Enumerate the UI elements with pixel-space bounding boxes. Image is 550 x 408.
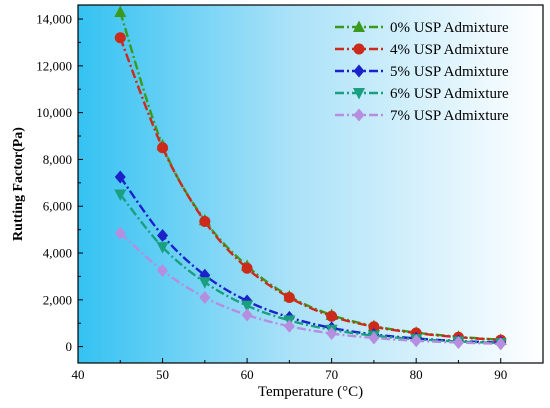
legend-marker — [353, 108, 365, 122]
data-point — [283, 319, 295, 333]
data-point — [368, 331, 380, 345]
data-point — [198, 277, 211, 289]
legend-marker — [353, 20, 365, 32]
legend-item: 7% USP Admixture — [335, 108, 509, 124]
x-tick-label: 40 — [72, 367, 85, 382]
x-tick-label: 90 — [494, 367, 507, 382]
data-point — [156, 242, 169, 254]
data-point — [114, 226, 126, 240]
data-point — [114, 189, 127, 202]
legend-item: 6% USP Admixture — [335, 86, 509, 102]
y-tick-label: 6,000 — [43, 199, 72, 214]
y-tick-label: 12,000 — [36, 58, 72, 73]
data-point — [114, 170, 126, 184]
legend-label: 0% USP Admixture — [390, 20, 509, 36]
data-point — [157, 264, 169, 278]
legend-marker — [353, 88, 365, 100]
data-point — [410, 334, 422, 348]
legend-label: 6% USP Admixture — [390, 86, 509, 102]
x-tick-label: 80 — [410, 367, 423, 382]
y-axis-label: Rutting Factor(Pa) — [11, 127, 26, 241]
data-point — [283, 291, 295, 303]
legend-marker — [353, 64, 365, 78]
data-point — [326, 327, 338, 341]
data-point — [157, 142, 169, 154]
legend-item: 0% USP Admixture — [335, 20, 509, 36]
legend-item: 4% USP Admixture — [335, 42, 509, 58]
plot-frame — [77, 4, 544, 364]
axes: 40 50 60 70 80 90 0 2,000 4,000 6,000 8,000 10,000 1… — [36, 4, 544, 382]
data-point — [452, 336, 464, 350]
legend-item: 5% USP Admixture — [335, 64, 509, 80]
x-axis-label: Temperature (°C) — [258, 384, 363, 400]
data-point — [241, 308, 253, 322]
y-tick-label: 4,000 — [43, 246, 72, 261]
series-group — [114, 5, 507, 351]
data-point — [199, 215, 211, 227]
data-point — [326, 310, 338, 322]
y-tick-label: 2,000 — [43, 292, 72, 307]
plot-background — [78, 5, 543, 363]
x-tick-label: 60 — [241, 367, 254, 382]
data-point — [368, 321, 380, 333]
data-point — [495, 337, 507, 351]
series-5 — [114, 226, 507, 351]
data-point — [241, 300, 254, 313]
series-line — [119, 232, 501, 346]
data-point — [114, 32, 126, 44]
x-tick-label: 70 — [325, 367, 338, 382]
legend: 0% USP Admixture 4% USP Admixture 5% USP A… — [335, 20, 509, 124]
y-tick-label: 8,000 — [43, 152, 72, 167]
legend-marker — [353, 43, 365, 55]
legend-label: 7% USP Admixture — [390, 108, 509, 124]
data-point — [157, 228, 169, 242]
y-tick-label: 14,000 — [36, 12, 72, 27]
data-point — [114, 5, 127, 18]
data-point — [241, 262, 253, 274]
legend-label: 4% USP Admixture — [390, 42, 509, 58]
x-tick-label: 50 — [156, 367, 169, 382]
y-tick-label: 0 — [66, 339, 73, 354]
y-tick-label: 10,000 — [36, 105, 72, 120]
series-line — [119, 37, 501, 342]
legend-label: 5% USP Admixture — [390, 64, 509, 80]
series-line — [119, 193, 501, 345]
data-point — [199, 290, 211, 304]
